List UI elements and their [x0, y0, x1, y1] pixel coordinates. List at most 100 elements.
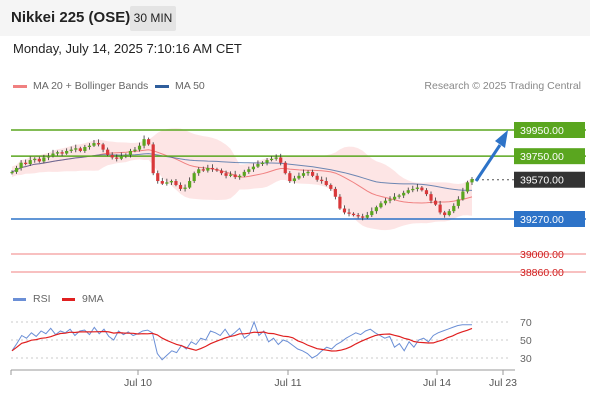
candle-body: [351, 213, 356, 216]
ma20-legend-swatch: [13, 85, 27, 88]
candle: [306, 170, 310, 176]
rsi-ma-legend-label: 9MA: [82, 293, 104, 305]
candle-body: [233, 174, 237, 178]
candle: [324, 177, 328, 187]
forecast-arrow-head: [495, 130, 508, 148]
ma20-legend-label: MA 20 + Bollinger Bands: [33, 80, 149, 92]
candle: [69, 146, 73, 153]
candle-body: [183, 187, 187, 189]
ma50-legend-swatch: [155, 85, 169, 88]
candle-body: [69, 149, 73, 151]
candle: [320, 176, 324, 184]
candle-body: [361, 216, 365, 218]
candle-body: [151, 144, 155, 174]
candle: [429, 191, 433, 204]
candle: [438, 200, 442, 215]
candle-body: [283, 162, 287, 174]
candle-body: [37, 158, 41, 162]
candle-body: [169, 181, 174, 183]
candle: [178, 182, 183, 191]
candle-body: [192, 173, 196, 182]
candle-body: [443, 212, 447, 216]
candle: [87, 143, 92, 150]
candle: [260, 161, 265, 166]
candle-body: [215, 169, 219, 171]
candle-body: [256, 164, 260, 167]
candle-body: [42, 157, 46, 162]
candle-body: [465, 182, 470, 192]
candle-body: [96, 143, 101, 145]
resistance-level-value: 39950.00: [520, 125, 564, 137]
candle-body: [219, 170, 224, 174]
candle: [110, 152, 114, 160]
candle-body: [242, 171, 246, 176]
candle-body: [106, 149, 110, 155]
candle-body: [46, 156, 51, 158]
candle-body: [87, 145, 92, 148]
candle-body: [397, 195, 401, 197]
candle-body: [238, 175, 242, 178]
candle-body: [470, 179, 474, 183]
candle-body: [461, 191, 465, 200]
x-tick-label: Jul 11: [274, 377, 301, 389]
candle: [28, 156, 32, 166]
candle-body: [137, 145, 142, 150]
candle-body: [251, 166, 255, 170]
candles: [10, 135, 474, 221]
candle-body: [133, 149, 137, 151]
candle-body: [297, 175, 301, 179]
candle: [356, 212, 360, 219]
timeframe-badge[interactable]: 30 MIN: [130, 6, 176, 31]
candle-body: [447, 211, 451, 216]
candle: [124, 153, 128, 159]
candle: [333, 186, 337, 200]
candle: [283, 161, 287, 175]
candle: [14, 165, 19, 174]
candle: [156, 170, 160, 184]
candle-body: [320, 179, 324, 182]
candle-body: [188, 181, 192, 188]
candle: [101, 142, 105, 153]
candle: [470, 176, 474, 185]
candle-body: [370, 211, 374, 216]
candle: [210, 164, 214, 172]
current-price-value: 39570.00: [520, 175, 564, 187]
candle: [78, 146, 82, 153]
candle-body: [224, 173, 228, 176]
candle: [133, 147, 137, 153]
candle-body: [14, 167, 19, 172]
candle: [347, 208, 351, 217]
candle: [151, 142, 155, 176]
candle: [147, 137, 151, 146]
candle-body: [456, 199, 460, 206]
candle: [351, 212, 356, 217]
rsi-level-label: 50: [520, 335, 532, 347]
candle-body: [260, 162, 265, 165]
candle: [443, 210, 447, 218]
candle: [206, 164, 210, 173]
candle-body: [324, 181, 328, 185]
candle: [433, 197, 438, 206]
candle: [42, 154, 46, 164]
candle-body: [60, 152, 64, 154]
candle: [288, 171, 292, 184]
candle: [137, 142, 142, 152]
candle: [265, 158, 269, 166]
candle-body: [247, 169, 251, 172]
candle: [46, 153, 51, 161]
candle: [33, 157, 37, 163]
candle: [83, 144, 87, 153]
candle-body: [329, 184, 333, 189]
candle-body: [206, 167, 210, 171]
candle: [115, 154, 119, 162]
candle-body: [333, 188, 337, 197]
candle-body: [315, 175, 319, 180]
candle-body: [288, 173, 292, 182]
candle: [142, 135, 146, 149]
rsi-legend-swatch: [13, 298, 26, 301]
candle: [392, 193, 397, 201]
candle-body: [415, 187, 419, 189]
candle-body: [55, 152, 60, 154]
candle-body: [19, 162, 23, 168]
